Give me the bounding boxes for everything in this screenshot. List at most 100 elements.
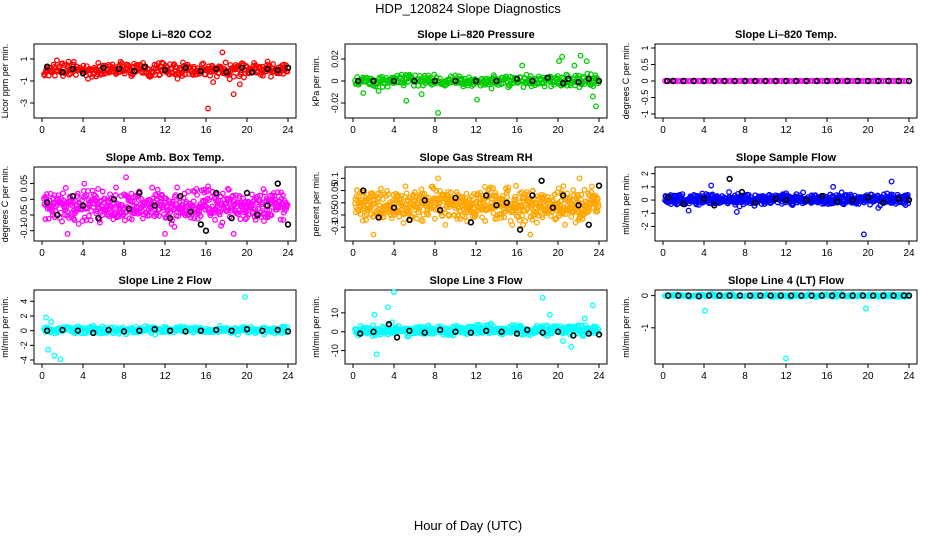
reference-data-point bbox=[798, 292, 805, 299]
y-tick-label: 2 bbox=[19, 313, 29, 318]
reference-data-point bbox=[120, 328, 128, 335]
reference-data-point bbox=[818, 292, 826, 299]
raw-data-point bbox=[733, 208, 740, 215]
raw-data-point bbox=[261, 189, 268, 196]
reference-data-point bbox=[844, 77, 851, 85]
raw-data-point bbox=[156, 212, 163, 219]
y-tick-label: 0.5 bbox=[640, 58, 650, 71]
x-tick-label: 0 bbox=[660, 371, 666, 382]
y-tick-label: 0 bbox=[330, 78, 340, 83]
x-tick-label: 16 bbox=[821, 248, 833, 259]
raw-data-point bbox=[472, 212, 479, 219]
x-tick-label: 8 bbox=[121, 371, 127, 382]
raw-data-point bbox=[106, 213, 113, 220]
chart-title: Slope Amb. Box Temp. bbox=[106, 152, 225, 164]
reference-data-point bbox=[274, 180, 281, 187]
raw-data-point bbox=[595, 203, 602, 210]
reference-data-point bbox=[752, 77, 759, 85]
y-tick-label: -10 bbox=[330, 344, 340, 357]
reference-data-point bbox=[197, 221, 205, 228]
raw-data-point bbox=[519, 62, 526, 69]
raw-data-point bbox=[541, 192, 548, 199]
raw-data-point bbox=[800, 189, 807, 196]
reference-data-point bbox=[498, 328, 505, 335]
reference-data-point bbox=[452, 194, 459, 202]
raw-data-point bbox=[53, 57, 60, 64]
x-tick-label: 0 bbox=[660, 125, 666, 136]
raw-data-point bbox=[70, 58, 77, 65]
reference-data-point bbox=[529, 77, 536, 85]
raw-data-point bbox=[592, 103, 599, 110]
reference-data-point bbox=[110, 196, 117, 203]
reference-data-point bbox=[746, 292, 754, 299]
raw-data-point bbox=[456, 207, 463, 214]
raw-data-point bbox=[49, 208, 56, 215]
y-axis-label: percent per min. bbox=[311, 171, 321, 236]
x-tick-label: 8 bbox=[121, 125, 127, 136]
raw-data-point bbox=[194, 191, 200, 198]
reference-data-point bbox=[59, 326, 66, 334]
reference-data-point bbox=[585, 75, 592, 83]
raw-data-point bbox=[509, 221, 516, 228]
reference-data-point bbox=[818, 192, 826, 200]
reference-data-point bbox=[452, 328, 459, 335]
reference-data-point bbox=[905, 77, 913, 85]
chart-panel-7: Slope Line 2 Flow ml/min per min. 0 4 8 12 16 2… bbox=[0, 275, 297, 382]
reference-data-point bbox=[467, 329, 475, 336]
raw-data-point bbox=[72, 71, 79, 78]
raw-data-point bbox=[531, 199, 538, 206]
raw-data-point bbox=[556, 58, 562, 65]
raw-data-point bbox=[583, 58, 590, 65]
reference-data-point bbox=[793, 77, 800, 85]
raw-data-point bbox=[43, 314, 50, 321]
reference-data-point bbox=[895, 195, 902, 202]
raw-data-point bbox=[171, 223, 178, 230]
reference-data-point bbox=[880, 292, 887, 299]
raw-data-point bbox=[726, 189, 732, 195]
raw-data-point bbox=[435, 109, 442, 116]
y-tick-label: 0 bbox=[640, 198, 650, 203]
reference-data-point bbox=[421, 197, 428, 204]
x-tick-label: 12 bbox=[159, 371, 171, 382]
raw-data-point bbox=[905, 200, 912, 207]
reference-data-point bbox=[90, 329, 97, 337]
raw-data-point bbox=[260, 186, 267, 193]
reference-data-point bbox=[390, 204, 398, 211]
x-tick-label: 16 bbox=[200, 125, 212, 136]
reference-data-point bbox=[370, 77, 377, 85]
raw-data-point bbox=[875, 205, 882, 211]
raw-data-point bbox=[208, 194, 215, 201]
reference-data-point bbox=[575, 202, 582, 209]
reference-data-point bbox=[125, 205, 133, 212]
raw-data-point bbox=[81, 180, 88, 187]
reference-data-point bbox=[787, 292, 795, 299]
raw-data-point bbox=[425, 72, 432, 79]
reference-data-point bbox=[813, 77, 820, 85]
raw-data-point bbox=[685, 207, 692, 214]
raw-data-point bbox=[230, 230, 237, 237]
x-tick-label: 8 bbox=[121, 248, 127, 259]
reference-data-point bbox=[187, 208, 194, 216]
raw-data-point bbox=[222, 59, 229, 66]
raw-data-point bbox=[99, 188, 106, 195]
raw-data-point bbox=[575, 193, 582, 200]
x-tick-label: 4 bbox=[701, 371, 707, 382]
raw-data-point bbox=[241, 293, 248, 300]
raw-data-point bbox=[363, 217, 369, 223]
raw-data-point bbox=[271, 193, 278, 199]
raw-data-point bbox=[498, 214, 505, 221]
x-tick-label: 8 bbox=[742, 248, 748, 259]
y-tick-label: 1 bbox=[640, 45, 650, 50]
x-tick-label: 24 bbox=[593, 371, 605, 382]
x-tick-label: 4 bbox=[80, 125, 86, 136]
raw-data-point bbox=[237, 216, 244, 222]
y-tick-label: 0 bbox=[330, 329, 340, 334]
raw-data-point bbox=[403, 97, 410, 104]
reference-data-point bbox=[141, 63, 148, 70]
reference-data-point bbox=[284, 64, 292, 72]
reference-data-point bbox=[711, 77, 718, 85]
reference-data-point bbox=[595, 331, 603, 338]
raw-data-point bbox=[377, 185, 384, 192]
reference-data-point bbox=[136, 189, 143, 197]
raw-data-point bbox=[149, 184, 156, 191]
